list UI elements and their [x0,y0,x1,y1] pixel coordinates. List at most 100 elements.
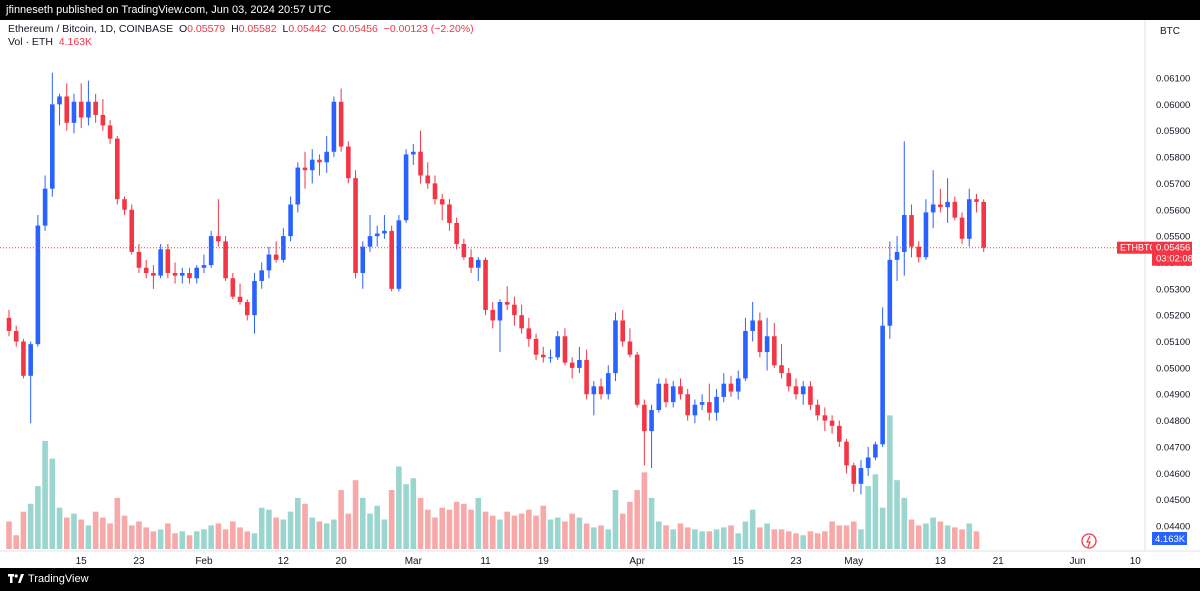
symbol-line[interactable]: Ethereum / Bitcoin, 1D, COINBASE [8,23,174,35]
volume-bar [35,486,41,549]
candle-body [122,199,127,210]
candle-body [71,101,77,123]
candle [389,225,394,292]
candle [584,349,589,400]
volume-bar [63,517,70,549]
volume-bar [605,529,612,549]
candle [418,130,423,184]
candle-body [158,249,163,276]
volume-bar [757,527,763,549]
price-tick-label: 0.06100 [1156,74,1190,85]
candle-body [808,386,813,405]
volume-bar [547,519,554,549]
candle-body [743,330,748,379]
volume-bar [179,531,186,549]
candle [699,394,705,411]
volume-tag-bg [1152,532,1187,545]
candle-body [13,330,19,342]
symbol-legend: Ethereum / Bitcoin, 1D, COINBASE O0.0557… [8,23,477,35]
candle [115,135,120,205]
volume-bar [619,513,626,549]
volume-bar [359,497,366,549]
candle [504,286,510,310]
candle [656,378,662,413]
candle-body [764,336,770,353]
volume-label[interactable]: Vol · ETH [8,36,53,48]
volume-bar [526,509,532,549]
volume-bar [944,525,951,549]
price-tick-label: 0.05100 [1156,337,1190,348]
volume-bar [966,523,973,549]
volume-bar [858,529,864,549]
candle-body [151,273,156,276]
candle [21,338,26,379]
candle [786,367,792,392]
candle-body [165,249,171,274]
volume-bar [345,513,352,549]
candle [367,215,373,252]
candle [266,246,272,279]
volume-bar [396,466,402,549]
volume-bar [374,505,381,549]
volume-bar [230,521,236,549]
candle [974,193,979,213]
candle-body [930,204,936,213]
volume-bar [85,525,92,549]
candle-body [396,220,402,289]
candle-body [425,175,431,184]
candle [966,188,972,247]
volume-bar [172,533,178,549]
high-value: 0.05582 [238,23,277,35]
candle-body [259,270,264,281]
candle-body [6,317,12,331]
candle-body [172,273,178,276]
volume-bars [6,415,980,549]
candle-body [569,362,575,368]
price-axis[interactable]: 0.06100 0.06000 0.05900 0.05800 0.05700 0.056… [1156,74,1190,533]
low-value: 0.05442 [288,23,327,35]
volume-bar [295,497,301,549]
candle-body [309,159,315,171]
candle-body [865,457,871,469]
candle-body [50,104,55,189]
volume-bar [475,497,482,549]
open-value: 0.05579 [187,23,226,35]
candle [793,378,799,400]
candle-body [735,378,741,392]
candle [577,346,582,374]
price-tick-label: 0.06000 [1156,100,1190,111]
price-chart[interactable]: 0.06100 0.06000 0.05900 0.05800 0.05700 0.056… [0,20,1200,568]
candle-body [447,204,452,223]
volume-bar [598,525,604,549]
candle-body [504,302,510,305]
candle-body [714,396,719,413]
volume-bar [49,458,56,549]
candle [324,135,329,173]
candle [338,88,344,152]
volume-bar [258,507,265,549]
time-tick-label: 15 [733,556,745,567]
time-axis[interactable]: 15 23 Feb 12 20 Mar 11 19 Apr 15 23 May 13 21 Jun 10 [76,556,1142,567]
candle-body [634,354,640,405]
candle-body [952,201,958,218]
time-tick-label: 19 [538,556,550,567]
candle [432,175,438,205]
time-tick-label: 13 [935,556,947,567]
volume-bar [287,511,294,549]
volume-bar [114,497,121,549]
candle [548,349,553,363]
candle-body [389,230,394,289]
volume-bar [143,527,149,549]
candle-body [959,217,965,239]
volume-bar [381,519,388,549]
candle [230,273,236,300]
volume-bar [27,503,34,549]
candle [620,309,625,347]
candle [945,178,950,223]
volume-bar [121,515,128,549]
volume-bar [453,501,460,549]
candle [692,399,698,424]
candle [873,441,878,461]
candle [346,141,351,184]
replay-icon[interactable] [1081,533,1097,549]
